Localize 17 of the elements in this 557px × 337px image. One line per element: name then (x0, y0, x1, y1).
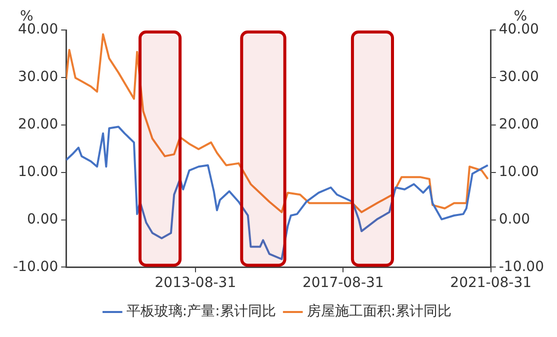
y2-tick-label: 40.00 (498, 22, 539, 38)
y2-tick-label: 0.00 (498, 211, 530, 228)
y2-tick-label: 20.00 (498, 116, 539, 133)
legend-label: 房屋施工面积:累计同比 (306, 304, 452, 320)
y-tick-label: 10.00 (18, 164, 58, 180)
x-tick-label: 2021-08-31 (450, 275, 532, 292)
x-tick-label: 2013-08-31 (154, 275, 236, 292)
y2-tick-label: -10.00 (498, 258, 544, 275)
legend-label: 平板玻璃:产量:累计同比 (126, 304, 276, 320)
x-tick-label: 2017-08-31 (302, 275, 384, 292)
y2-tick-label: 10.00 (498, 164, 539, 180)
y-tick-label: 20.00 (18, 116, 58, 133)
y2-tick-label: 30.00 (498, 69, 539, 86)
y-tick-label: 0.00 (26, 211, 58, 228)
y-tick-label: 30.00 (18, 69, 58, 86)
y-tick-label: 40.00 (18, 22, 58, 38)
y-tick-label: -10.00 (12, 258, 58, 275)
